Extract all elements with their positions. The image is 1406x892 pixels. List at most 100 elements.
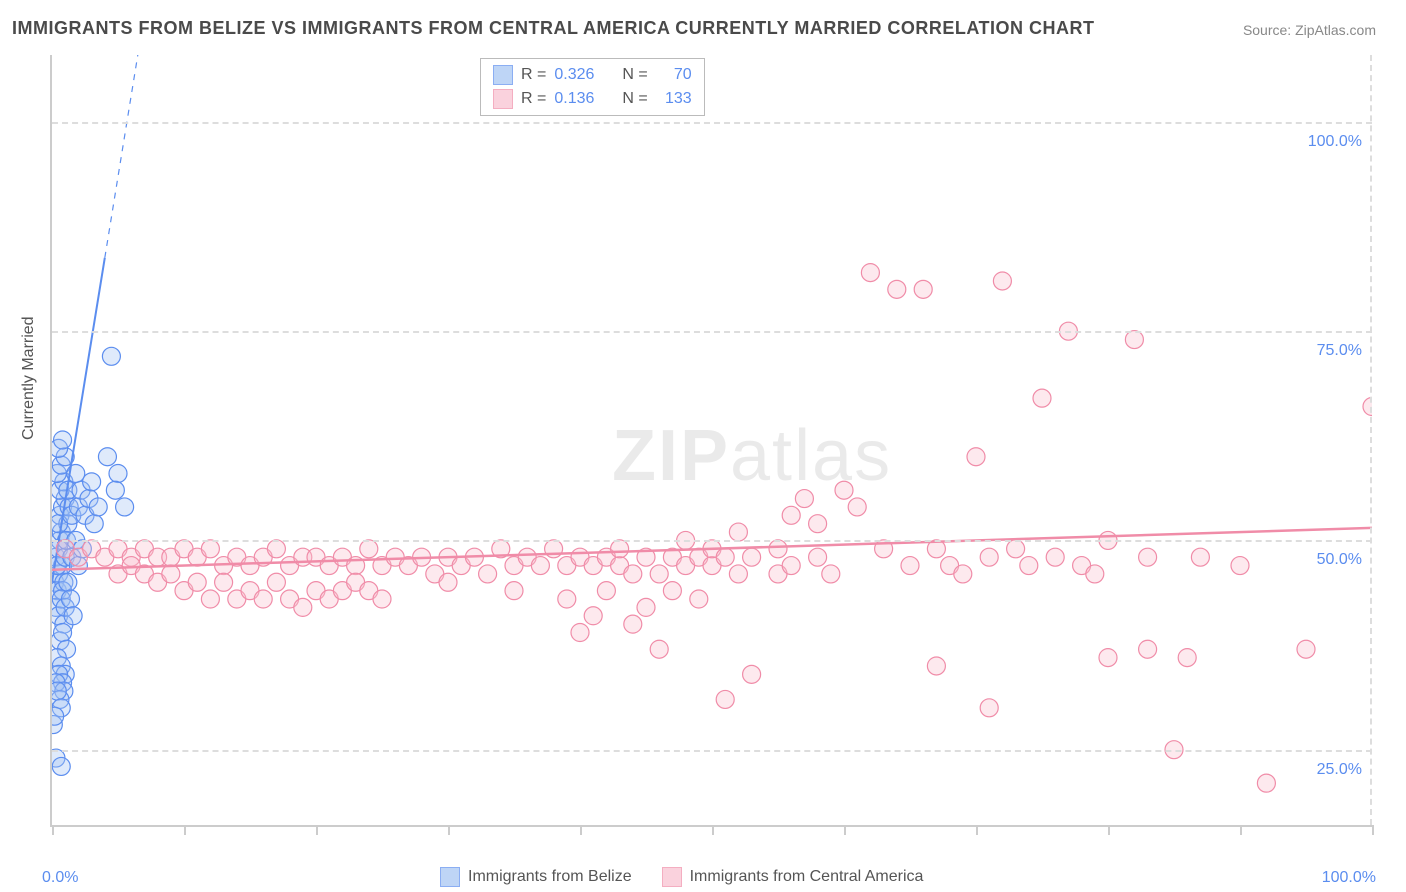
data-point [201, 590, 219, 608]
x-tick [712, 825, 714, 835]
x-axis-label-right: 100.0% [1322, 869, 1376, 887]
data-point [102, 347, 120, 365]
legend-series-label: Immigrants from Belize [468, 868, 632, 886]
data-point [901, 557, 919, 575]
data-point [1020, 557, 1038, 575]
data-point [1257, 774, 1275, 792]
scatter-plot-svg [52, 55, 1372, 825]
data-point [89, 498, 107, 516]
data-point [795, 490, 813, 508]
x-tick [1372, 825, 1374, 835]
data-point [52, 682, 66, 700]
data-point [201, 540, 219, 558]
data-point [782, 506, 800, 524]
x-tick [1108, 825, 1110, 835]
data-point [1033, 389, 1051, 407]
legend-r-value: 0.136 [554, 90, 604, 108]
y-tick-label: 50.0% [1317, 551, 1362, 569]
y-axis-title: Currently Married [20, 316, 38, 440]
x-tick [52, 825, 54, 835]
x-tick [1240, 825, 1242, 835]
data-point [98, 448, 116, 466]
data-point [861, 264, 879, 282]
data-point [1139, 640, 1157, 658]
data-point [267, 540, 285, 558]
legend-series-item: Immigrants from Belize [440, 867, 632, 887]
data-point [64, 607, 82, 625]
data-point [769, 540, 787, 558]
data-point [439, 573, 457, 591]
data-point [106, 481, 124, 499]
source-attribution: Source: ZipAtlas.com [1243, 22, 1376, 38]
data-point [954, 565, 972, 583]
data-point [835, 481, 853, 499]
data-point [1007, 540, 1025, 558]
legend-swatch [440, 867, 460, 887]
data-point [729, 523, 747, 541]
data-point [54, 624, 72, 642]
data-point [1086, 565, 1104, 583]
legend-swatch [493, 89, 513, 109]
legend-r-label: R = [521, 66, 546, 84]
data-point [637, 598, 655, 616]
data-point [1125, 331, 1143, 349]
data-point [597, 582, 615, 600]
data-point [663, 582, 681, 600]
data-point [690, 590, 708, 608]
data-point [743, 548, 761, 566]
data-point [650, 640, 668, 658]
data-point [109, 464, 127, 482]
trend-line-extrapolated [105, 55, 138, 258]
data-point [83, 473, 101, 491]
data-point [531, 557, 549, 575]
data-point [848, 498, 866, 516]
x-tick [448, 825, 450, 835]
data-point [743, 665, 761, 683]
legend-n-value: 133 [656, 90, 692, 108]
x-tick [580, 825, 582, 835]
y-tick-label: 25.0% [1317, 761, 1362, 779]
legend-r-value: 0.326 [554, 66, 604, 84]
data-point [1363, 398, 1372, 416]
data-point [215, 573, 233, 591]
data-point [980, 548, 998, 566]
y-tick-label: 100.0% [1308, 133, 1362, 151]
data-point [162, 565, 180, 583]
chart-title: IMMIGRANTS FROM BELIZE VS IMMIGRANTS FRO… [12, 18, 1094, 39]
data-point [505, 582, 523, 600]
y-tick-label: 75.0% [1317, 342, 1362, 360]
data-point [650, 565, 668, 583]
gridline [52, 540, 1372, 542]
x-tick [976, 825, 978, 835]
data-point [782, 557, 800, 575]
data-point [716, 548, 734, 566]
data-point [1178, 649, 1196, 667]
data-point [254, 590, 272, 608]
data-point [1231, 557, 1249, 575]
data-point [716, 690, 734, 708]
data-point [571, 624, 589, 642]
data-point [59, 573, 77, 591]
data-point [294, 598, 312, 616]
data-point [611, 540, 629, 558]
x-axis-label-left: 0.0% [42, 869, 78, 887]
data-point [373, 590, 391, 608]
chart-plot-area: ZIPatlas 25.0%50.0%75.0%100.0% [50, 55, 1372, 827]
data-point [822, 565, 840, 583]
x-tick [844, 825, 846, 835]
data-point [809, 548, 827, 566]
data-point [558, 590, 576, 608]
data-point [61, 590, 79, 608]
x-tick [316, 825, 318, 835]
data-point [624, 615, 642, 633]
gridline [52, 331, 1372, 333]
legend-n-label: N = [622, 90, 647, 108]
data-point [479, 565, 497, 583]
gridline [52, 750, 1372, 752]
legend-swatch [493, 65, 513, 85]
legend-r-label: R = [521, 90, 546, 108]
data-point [85, 515, 103, 533]
data-point [809, 515, 827, 533]
series-legend: Immigrants from BelizeImmigrants from Ce… [440, 867, 923, 887]
gridline [52, 122, 1372, 124]
